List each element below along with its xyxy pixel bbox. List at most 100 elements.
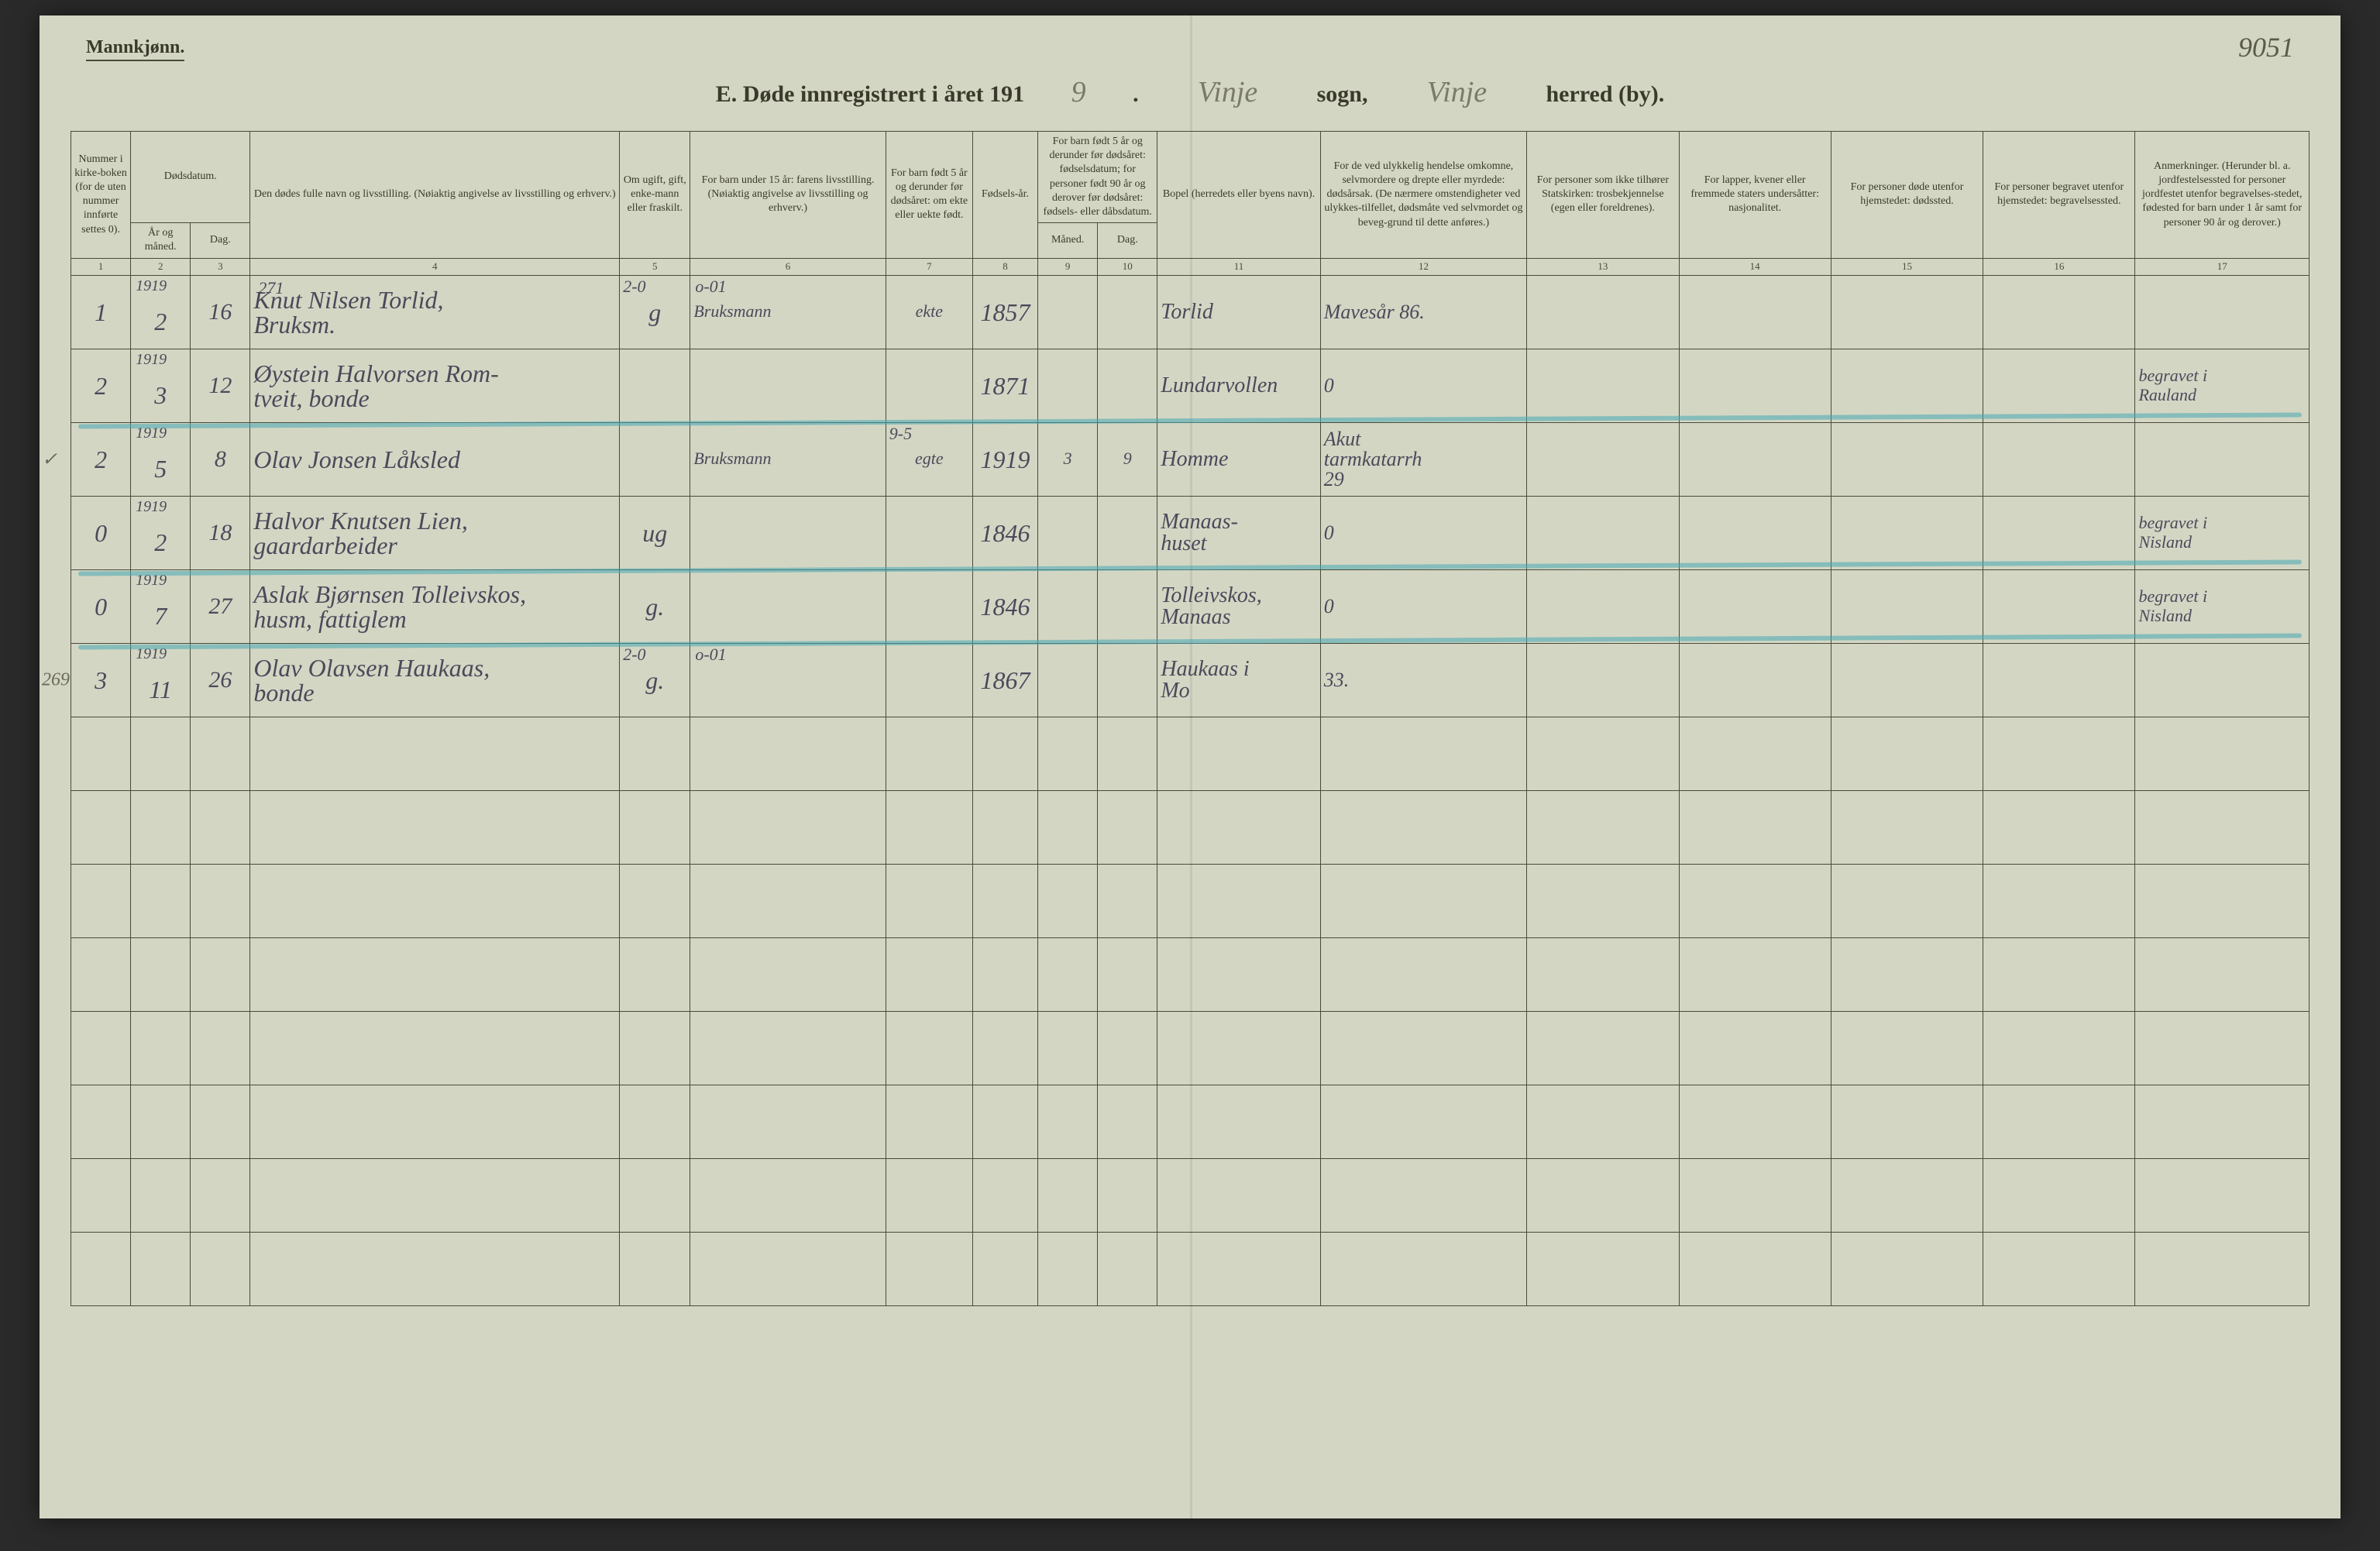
col-num-16: 16 [1983, 258, 2135, 275]
col-num-3: 3 [191, 258, 250, 275]
table-cell-blank [1527, 790, 1679, 864]
table-cell-blank [1098, 1158, 1157, 1232]
herred-handwritten: Vinje [1410, 77, 1503, 107]
table-cell-blank [191, 1011, 250, 1085]
table-cell-blank [620, 1232, 690, 1305]
table-cell: Olav Jonsen Låksled [250, 422, 620, 496]
table-cell: 0 [71, 496, 131, 569]
table-cell: Mavesår 86. [1320, 275, 1526, 349]
table-cell [1527, 349, 1679, 422]
table-cell: 191911 [131, 643, 191, 717]
table-cell-blank [620, 1085, 690, 1158]
table-cell-blank [2135, 1158, 2309, 1232]
table-cell: 9 [1098, 422, 1157, 496]
col-header-7: For barn født 5 år og derunder før dødså… [886, 132, 972, 259]
table-cell: 3 [1038, 422, 1098, 496]
table-row: 2✓191958Olav Jonsen LåksledBruksmann9-5e… [71, 422, 2309, 496]
table-cell: 1867 [972, 643, 1037, 717]
table-cell-blank [1038, 717, 1098, 790]
table-cell-blank [690, 864, 886, 937]
table-cell-blank [131, 1011, 191, 1085]
table-cell-blank [1098, 937, 1157, 1011]
col-num-14: 14 [1679, 258, 1831, 275]
table-cell-blank [1157, 1011, 1320, 1085]
table-row-blank [71, 1158, 2309, 1232]
table-cell: 26 [191, 643, 250, 717]
col-num-11: 11 [1157, 258, 1320, 275]
table-cell: o-01Bruksmann [690, 275, 886, 349]
table-row: 326919191126Olav Olavsen Haukaas, bonde2… [71, 643, 2309, 717]
table-cell-blank [2135, 1011, 2309, 1085]
col-num-15: 15 [1831, 258, 1983, 275]
table-cell-blank [886, 864, 972, 937]
table-cell: 0 [1320, 349, 1526, 422]
table-cell: Aslak Bjørnsen Tolleivskos, husm, fattig… [250, 569, 620, 643]
table-row-blank [71, 717, 2309, 790]
table-cell-blank [250, 1011, 620, 1085]
table-cell: begravet i Rauland [2135, 349, 2309, 422]
table-cell [1831, 422, 1983, 496]
table-cell-blank [1983, 790, 2135, 864]
table-cell-blank [972, 1158, 1037, 1232]
table-cell-blank [2135, 1085, 2309, 1158]
table-cell: Akut tarmkatarrh 29 [1320, 422, 1526, 496]
col-num-4: 4 [250, 258, 620, 275]
col-header-2b: År og måned. [131, 223, 191, 258]
table-cell-blank [1831, 1158, 1983, 1232]
table-cell-blank [131, 790, 191, 864]
table-cell-blank [1679, 1158, 1831, 1232]
table-cell-blank [1831, 937, 1983, 1011]
table-cell: o-01 [690, 643, 886, 717]
table-cell-blank [972, 1232, 1037, 1305]
table-cell-blank [1038, 1011, 1098, 1085]
table-row-blank [71, 1232, 2309, 1305]
table-cell-blank [1098, 1232, 1157, 1305]
col-header-8: Fødsels-år. [972, 132, 1037, 259]
table-cell: 1846 [972, 496, 1037, 569]
table-cell-blank [1320, 937, 1526, 1011]
table-cell-blank [71, 864, 131, 937]
table-cell-blank [1527, 1011, 1679, 1085]
table-cell: 2-0g [620, 275, 690, 349]
table-cell-blank [1527, 937, 1679, 1011]
table-cell: Øystein Halvorsen Rom- tveit, bonde [250, 349, 620, 422]
table-cell-blank [71, 937, 131, 1011]
col-header-9b: Dag. [1098, 223, 1157, 258]
table-cell: 19195 [131, 422, 191, 496]
table-cell-blank [886, 717, 972, 790]
table-cell: 8 [191, 422, 250, 496]
table-cell: Tolleivskos, Manaas [1157, 569, 1320, 643]
year-suffix: 9 [1032, 77, 1125, 107]
table-cell-blank [1038, 937, 1098, 1011]
col-header-9: For barn født 5 år og derunder før dødså… [1038, 132, 1157, 223]
table-cell: 1857 [972, 275, 1037, 349]
table-cell: Manaas- huset [1157, 496, 1320, 569]
table-cell [1098, 569, 1157, 643]
col-header-6: For barn under 15 år: farens livsstillin… [690, 132, 886, 259]
col-header-4: Den dødes fulle navn og livsstilling. (N… [250, 132, 620, 259]
table-cell [1527, 422, 1679, 496]
col-header-2a: Dødsdatum. [131, 132, 250, 223]
table-cell [1831, 569, 1983, 643]
table-cell-blank [131, 1085, 191, 1158]
table-cell-blank [250, 1085, 620, 1158]
table-cell: 1919 [972, 422, 1037, 496]
table-cell: g. [620, 569, 690, 643]
col-num-8: 8 [972, 258, 1037, 275]
table-cell-blank [1679, 790, 1831, 864]
table-cell-blank [250, 717, 620, 790]
table-row-blank [71, 790, 2309, 864]
col-header-11: Bopel (herredets eller byens navn). [1157, 132, 1320, 259]
table-cell [620, 422, 690, 496]
table-cell-blank [620, 864, 690, 937]
table-cell: Bruksmann [690, 422, 886, 496]
table-cell-blank [191, 864, 250, 937]
table-cell-blank [620, 790, 690, 864]
table-cell-blank [690, 937, 886, 1011]
table-cell-blank [131, 717, 191, 790]
table-cell: 3269 [71, 643, 131, 717]
table-cell-blank [1038, 1158, 1098, 1232]
table-cell-blank [1320, 717, 1526, 790]
table-cell: ug [620, 496, 690, 569]
table-cell-blank [886, 937, 972, 1011]
